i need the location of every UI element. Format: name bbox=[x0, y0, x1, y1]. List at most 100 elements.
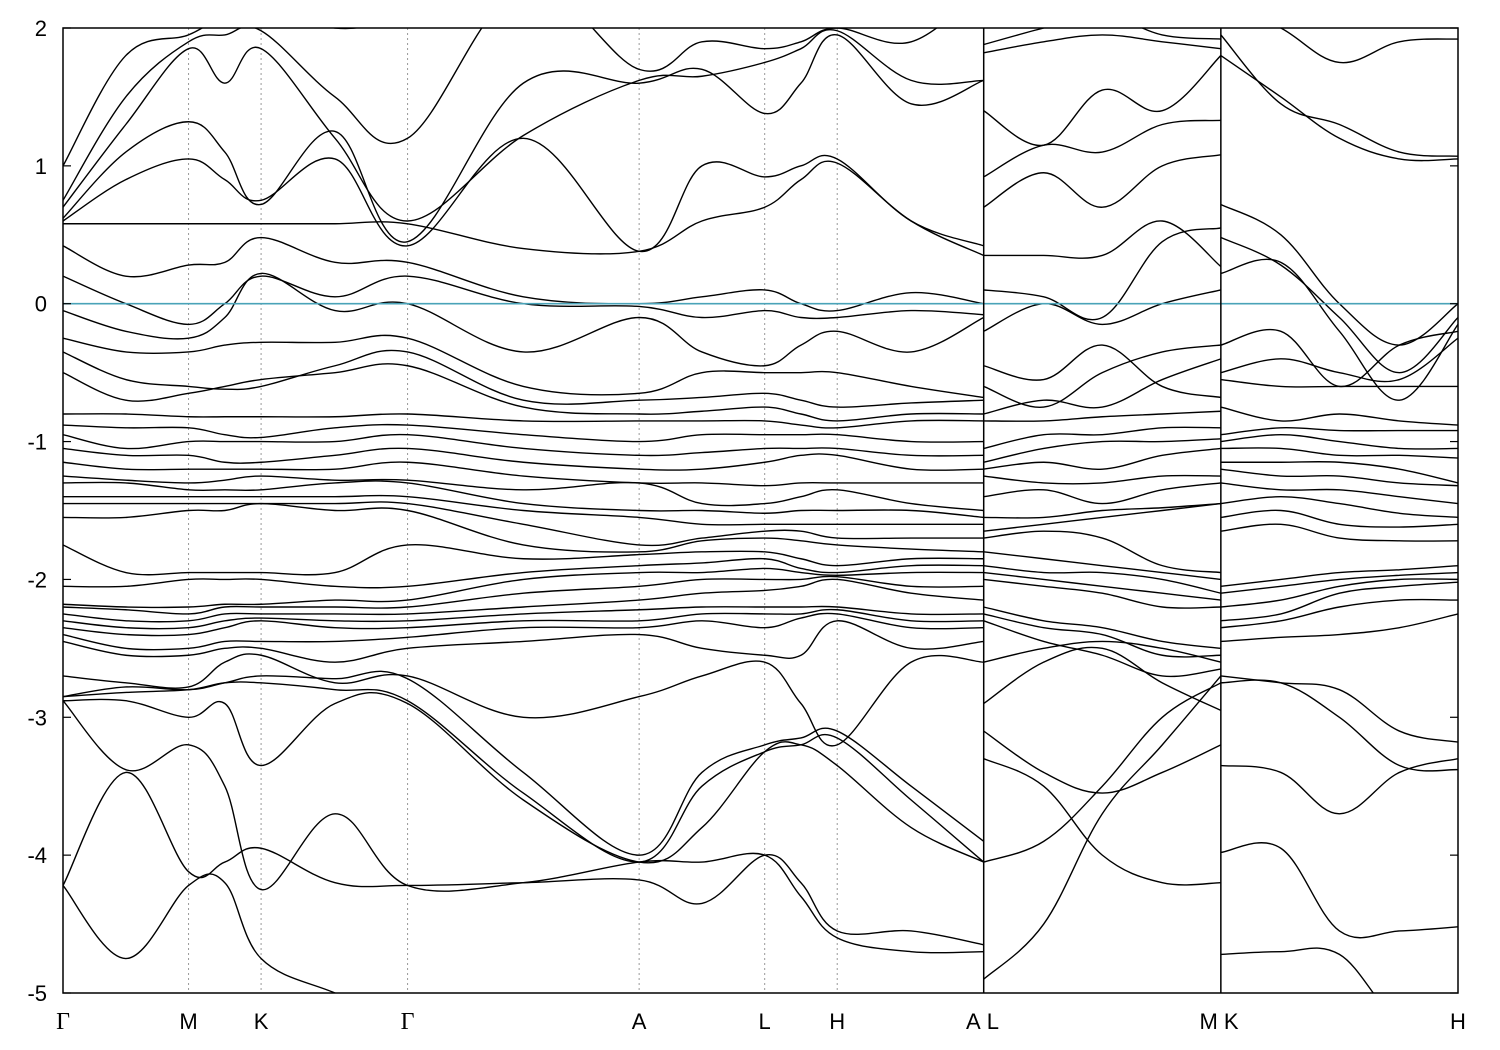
x-kpoint-label: M bbox=[179, 1009, 197, 1034]
band-line-seg2-5 bbox=[1220, 613, 1458, 643]
band-line-seg1-14 bbox=[983, 502, 1221, 532]
band-line-seg2-14 bbox=[1220, 482, 1458, 505]
band-line-seg0-11 bbox=[63, 578, 984, 623]
band-line-seg0-30 bbox=[63, 275, 984, 326]
y-tick-label: 1 bbox=[35, 154, 47, 179]
band-line-seg0-28 bbox=[63, 334, 984, 399]
band-line-seg2-15 bbox=[1220, 468, 1458, 487]
band-line-seg1-10 bbox=[983, 571, 1221, 601]
y-tick-label: 2 bbox=[35, 16, 47, 41]
band-line-seg1-19 bbox=[983, 438, 1221, 463]
band-line-seg2-12 bbox=[1220, 509, 1458, 528]
band-line-seg0-6 bbox=[63, 653, 984, 747]
band-line-seg0-7 bbox=[63, 620, 984, 663]
band-line-seg1-15 bbox=[983, 502, 1221, 519]
band-line-seg2-4 bbox=[1220, 675, 1458, 743]
band-line-seg0-27 bbox=[63, 349, 984, 408]
band-line-seg2-25 bbox=[1220, 236, 1458, 374]
x-kpoint-label: L bbox=[987, 1009, 999, 1034]
band-line-seg1-6 bbox=[983, 620, 1221, 678]
band-line-seg1-2 bbox=[983, 758, 1221, 886]
band-line-seg0-10 bbox=[63, 605, 984, 630]
band-line-seg2-9 bbox=[1220, 571, 1458, 594]
band-line-seg0-37 bbox=[63, 28, 361, 167]
band-line-seg1-18 bbox=[983, 447, 1221, 470]
band-line-seg1-21 bbox=[983, 410, 1221, 422]
band-line-seg0-14 bbox=[63, 557, 984, 589]
band-line-seg2-23 bbox=[1220, 329, 1458, 388]
band-line-seg1-7 bbox=[983, 613, 1221, 658]
band-line-seg2-1 bbox=[1220, 842, 1458, 939]
y-axis: 2 1 0 -1 -2 -3 -4 -5 bbox=[27, 16, 1458, 1006]
y-tick-label: -3 bbox=[27, 705, 47, 730]
band-line-seg1-9 bbox=[983, 578, 1221, 609]
band-line-seg0-20 bbox=[63, 475, 984, 512]
band-line-seg0-21 bbox=[63, 461, 984, 487]
band-line-seg0-32 bbox=[63, 160, 985, 257]
band-line-seg0-17 bbox=[63, 501, 984, 547]
band-line-seg0-33 bbox=[63, 137, 984, 253]
band-line-seg1-26 bbox=[983, 227, 1222, 321]
y-tick-label: -4 bbox=[27, 843, 47, 868]
band-line-seg2-11 bbox=[1220, 523, 1458, 542]
band-line-seg2-13 bbox=[1220, 496, 1458, 519]
band-line-seg1-17 bbox=[983, 474, 1221, 485]
bands-layer bbox=[63, 28, 1458, 993]
y-tick-label: -2 bbox=[27, 567, 47, 592]
x-kpoint-label: Γ bbox=[401, 1009, 415, 1035]
band-line-seg0-13 bbox=[63, 567, 984, 609]
band-line-seg1-27 bbox=[983, 220, 1222, 268]
band-line-seg0-26 bbox=[63, 363, 984, 422]
band-line-seg0-36 bbox=[63, 28, 938, 201]
band-line-seg1-3 bbox=[983, 730, 1222, 794]
band-line-seg1-1 bbox=[983, 682, 1222, 863]
band-line-seg0-12 bbox=[63, 575, 984, 615]
x-kpoint-label: Γ bbox=[56, 1009, 70, 1035]
band-line-seg1-31 bbox=[983, 34, 1221, 54]
band-line-seg0-23 bbox=[63, 433, 984, 457]
band-line-seg0-1 bbox=[63, 771, 984, 946]
band-line-seg1-20 bbox=[983, 426, 1221, 450]
band-line-seg0-18 bbox=[63, 494, 984, 526]
band-line-seg0-19 bbox=[63, 480, 984, 519]
band-line-seg1-25 bbox=[983, 289, 1222, 332]
band-line-seg2-28 bbox=[1220, 34, 1458, 157]
band-line-seg2-19 bbox=[1220, 426, 1458, 436]
band-line-seg2-7 bbox=[1220, 581, 1458, 622]
x-kpoint-label: A bbox=[966, 1009, 981, 1034]
x-kpoint-label: H bbox=[1450, 1009, 1466, 1034]
band-line-seg1-30 bbox=[983, 55, 1222, 146]
x-kpoint-label: K bbox=[254, 1009, 269, 1034]
band-line-seg2-6 bbox=[1220, 598, 1458, 629]
plot-border bbox=[62, 27, 1459, 994]
band-line-seg2-17 bbox=[1220, 447, 1458, 459]
band-line-seg2-8 bbox=[1220, 578, 1458, 608]
x-kpoint-label: L bbox=[759, 1009, 771, 1034]
band-line-seg2-18 bbox=[1220, 433, 1458, 450]
band-line-seg0-8 bbox=[63, 612, 984, 651]
x-kpoint-label: A bbox=[632, 1009, 647, 1034]
band-line-seg0-24 bbox=[63, 423, 984, 443]
band-line-seg2-0 bbox=[1220, 947, 1375, 993]
band-line-seg1-24 bbox=[983, 344, 1221, 399]
band-line-seg0-25 bbox=[63, 413, 984, 429]
band-line-seg1-8 bbox=[983, 606, 1221, 650]
band-line-seg0-3 bbox=[63, 691, 985, 864]
band-line-seg1-5 bbox=[983, 640, 1222, 663]
band-line-seg2-22 bbox=[1220, 337, 1458, 383]
band-line-seg0-22 bbox=[63, 447, 984, 471]
band-line-seg0-29 bbox=[63, 272, 985, 367]
band-line-seg0-34 bbox=[63, 34, 984, 243]
band-line-seg1-0 bbox=[983, 675, 1222, 980]
band-line-seg2-2 bbox=[1220, 757, 1458, 815]
band-line-seg1-12 bbox=[983, 551, 1221, 581]
band-line-seg0-9 bbox=[63, 608, 984, 637]
band-line-seg2-16 bbox=[1220, 461, 1458, 484]
grid-lines bbox=[188, 28, 838, 993]
band-line-seg1-13 bbox=[983, 530, 1221, 574]
band-line-seg1-16 bbox=[983, 482, 1221, 505]
y-tick-label: -1 bbox=[27, 430, 47, 455]
